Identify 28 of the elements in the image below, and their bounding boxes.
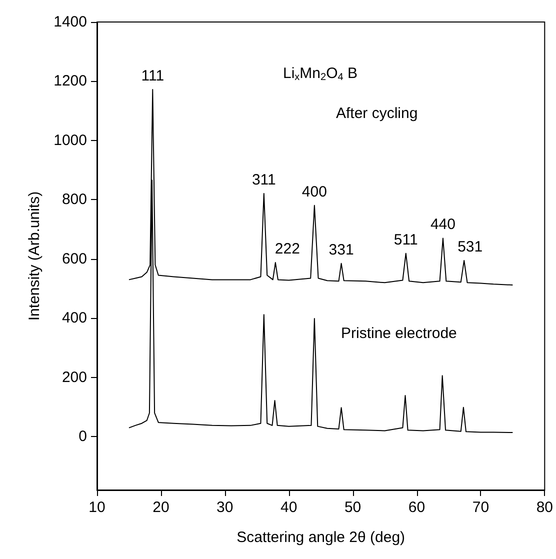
annotation: 440	[430, 216, 456, 234]
y-tick-label: 1400	[54, 14, 87, 30]
x-tick-label: 20	[152, 499, 170, 516]
y-tick-label: 800	[62, 191, 87, 208]
annotation: Pristine electrode	[341, 325, 457, 342]
x-tick-label: 50	[344, 499, 362, 516]
x-tick-label: 60	[408, 499, 426, 516]
y-tick-label: 400	[62, 310, 87, 327]
x-tick-label: 30	[216, 499, 234, 516]
annotation: 400	[302, 183, 327, 200]
y-tick-label: 600	[62, 250, 87, 268]
x-tick-label: 10	[88, 499, 106, 516]
annotation: 111	[141, 68, 164, 85]
annotation: 311	[252, 172, 276, 188]
annotation: 511	[394, 231, 418, 248]
x-tick-label: 40	[280, 499, 298, 516]
annotation: After cycling	[336, 105, 418, 122]
y-tick-label: 1200	[54, 72, 87, 90]
y-axis-title: Intensity (Arb.units)	[26, 191, 43, 321]
x-tick-label: 70	[472, 499, 490, 516]
y-tick-label: 0	[78, 428, 87, 446]
y-tick-label: 200	[62, 368, 87, 386]
annotation: 531	[458, 238, 483, 256]
x-tick-label: 80	[536, 499, 553, 516]
annotation: 222	[274, 240, 300, 258]
annotation: 331	[328, 241, 354, 258]
x-axis-title: Scattering angle 2θ (deg)	[236, 529, 406, 546]
y-tick-label: 1000	[54, 132, 87, 149]
